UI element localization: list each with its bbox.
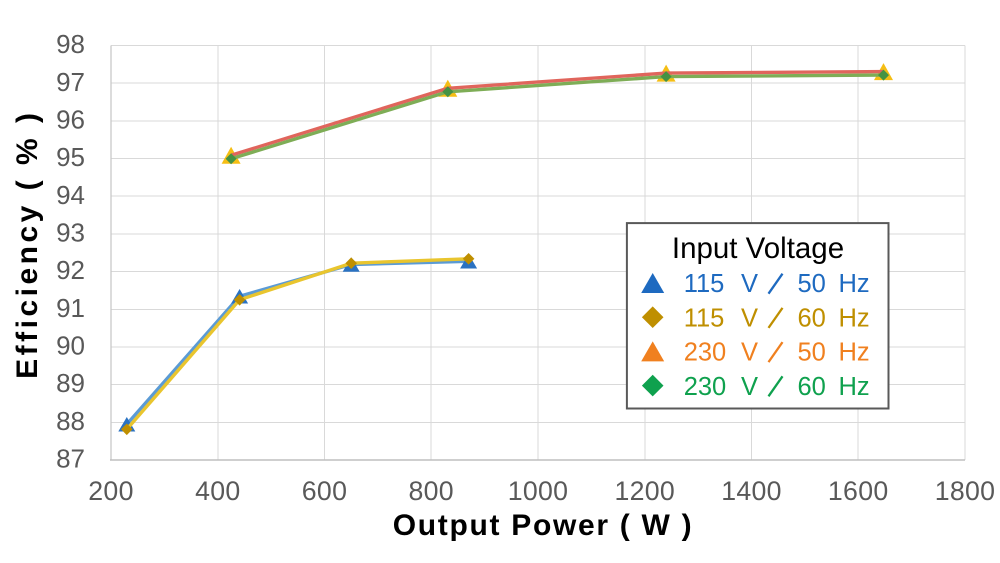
svg-text:97: 97 [56, 67, 85, 97]
svg-text:98: 98 [56, 29, 85, 59]
svg-text:93: 93 [56, 218, 85, 248]
svg-text:88: 88 [56, 406, 85, 436]
svg-text:1200: 1200 [615, 476, 676, 506]
svg-text:200: 200 [88, 476, 133, 506]
svg-text:400: 400 [195, 476, 240, 506]
svg-text:Output Power ( W ): Output Power ( W ) [393, 509, 694, 542]
svg-text:96: 96 [56, 105, 85, 135]
svg-text:Efficiency ( % ): Efficiency ( % ) [11, 110, 44, 379]
svg-text:87: 87 [56, 444, 85, 474]
svg-text:600: 600 [302, 476, 347, 506]
svg-text:1600: 1600 [828, 476, 889, 506]
svg-text:90: 90 [56, 331, 85, 361]
svg-text:94: 94 [56, 180, 85, 210]
svg-text:Input Voltage: Input Voltage [672, 232, 844, 265]
svg-text:800: 800 [408, 476, 453, 506]
svg-text:91: 91 [56, 293, 85, 323]
svg-text:1400: 1400 [721, 476, 782, 506]
svg-text:92: 92 [56, 255, 85, 285]
svg-text:1800: 1800 [935, 476, 996, 506]
svg-text:1000: 1000 [508, 476, 569, 506]
svg-text:89: 89 [56, 368, 85, 398]
svg-text:95: 95 [56, 142, 85, 172]
